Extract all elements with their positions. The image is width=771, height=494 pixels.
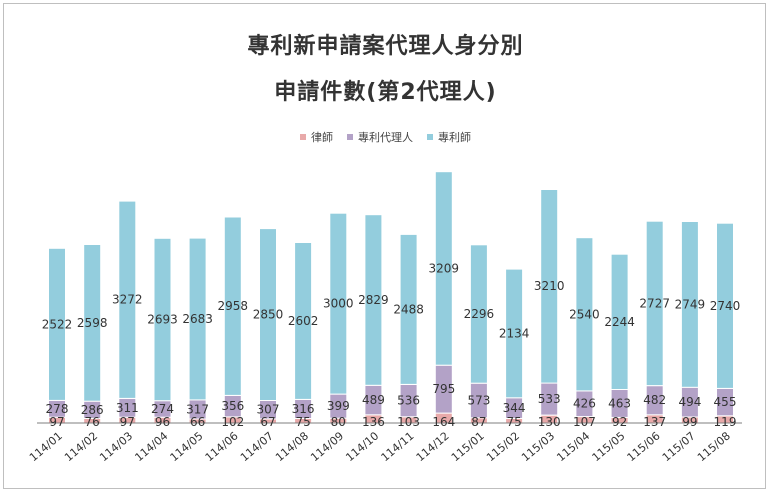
data-label-lawyer-114-06: 102 xyxy=(221,415,244,429)
x-tick-label-115-05: 115/05 xyxy=(590,429,628,464)
data-label-patent-attorney-114-02: 2598 xyxy=(77,316,108,330)
x-tick-label-114-10: 114/10 xyxy=(343,429,381,464)
data-label-patent-attorney-114-05: 2683 xyxy=(182,312,213,326)
data-label-patent-attorney-115-06: 2727 xyxy=(639,297,670,311)
x-tick-label-114-03: 114/03 xyxy=(97,429,135,464)
data-label-lawyer-114-05: 66 xyxy=(190,415,205,429)
x-tick-label-114-02: 114/02 xyxy=(62,429,100,464)
data-label-patent-attorney-115-01: 2296 xyxy=(464,307,495,321)
data-label-lawyer-114-03: 97 xyxy=(120,415,135,429)
x-tick-label-115-04: 115/04 xyxy=(554,429,592,464)
data-label-patent-agent-114-05: 317 xyxy=(186,403,209,417)
data-label-lawyer-114-12: 164 xyxy=(432,415,455,429)
data-label-patent-agent-115-03: 533 xyxy=(538,392,561,406)
data-label-patent-agent-114-09: 399 xyxy=(327,399,350,413)
data-label-lawyer-114-10: 136 xyxy=(362,415,385,429)
data-label-patent-attorney-115-07: 2749 xyxy=(675,297,706,311)
data-label-patent-agent-115-04: 426 xyxy=(573,397,596,411)
data-label-patent-agent-114-02: 286 xyxy=(81,403,104,417)
data-label-patent-agent-115-07: 494 xyxy=(678,395,701,409)
data-label-lawyer-114-04: 96 xyxy=(155,415,170,429)
x-tick-label-115-03: 115/03 xyxy=(519,429,557,464)
x-tick-label-114-08: 114/08 xyxy=(273,429,311,464)
data-label-patent-attorney-115-03: 3210 xyxy=(534,279,565,293)
data-label-patent-attorney-114-03: 3272 xyxy=(112,293,143,307)
data-label-lawyer-114-01: 97 xyxy=(49,415,64,429)
x-tick-label-114-09: 114/09 xyxy=(308,429,346,464)
data-label-lawyer-115-04: 107 xyxy=(573,415,596,429)
x-tick-label-114-07: 114/07 xyxy=(238,429,276,464)
x-tick-label-115-08: 115/08 xyxy=(695,429,733,464)
data-label-patent-agent-114-10: 489 xyxy=(362,393,385,407)
data-label-lawyer-115-06: 137 xyxy=(643,415,666,429)
x-tick-label-114-12: 114/12 xyxy=(414,429,452,464)
data-label-patent-attorney-114-10: 2829 xyxy=(358,293,389,307)
data-label-lawyer-115-05: 92 xyxy=(612,415,627,429)
x-tick-label-114-01: 114/01 xyxy=(27,429,65,464)
data-label-patent-agent-114-11: 536 xyxy=(397,394,420,408)
data-label-lawyer-115-03: 130 xyxy=(538,415,561,429)
data-label-patent-agent-115-05: 463 xyxy=(608,397,631,411)
x-tick-label-115-01: 115/01 xyxy=(449,429,487,464)
data-label-lawyer-114-09: 80 xyxy=(331,415,346,429)
data-label-patent-attorney-114-12: 3209 xyxy=(429,261,460,275)
data-label-lawyer-114-07: 67 xyxy=(260,415,275,429)
x-tick-label-115-06: 115/06 xyxy=(625,429,663,464)
data-label-lawyer-114-11: 103 xyxy=(397,415,420,429)
x-tick-label-114-05: 114/05 xyxy=(168,429,206,464)
data-label-lawyer-115-08: 119 xyxy=(714,415,737,429)
x-tick-label-114-06: 114/06 xyxy=(203,429,241,464)
x-tick-label-114-11: 114/11 xyxy=(379,429,417,464)
data-label-patent-attorney-115-05: 2244 xyxy=(604,315,635,329)
data-label-lawyer-114-08: 75 xyxy=(295,415,310,429)
data-label-lawyer-115-02: 75 xyxy=(506,415,521,429)
x-tick-label-114-04: 114/04 xyxy=(132,429,170,464)
data-label-patent-attorney-114-11: 2488 xyxy=(393,303,424,317)
data-label-patent-agent-114-08: 316 xyxy=(292,402,315,416)
data-label-patent-agent-114-07: 307 xyxy=(257,403,280,417)
data-label-lawyer-115-01: 87 xyxy=(471,415,486,429)
data-label-lawyer-114-02: 76 xyxy=(85,415,100,429)
data-label-patent-agent-115-06: 482 xyxy=(643,393,666,407)
data-label-patent-agent-114-06: 356 xyxy=(221,399,244,413)
data-label-patent-agent-114-12: 795 xyxy=(432,382,455,396)
data-label-patent-attorney-115-02: 2134 xyxy=(499,326,530,340)
data-label-patent-agent-114-03: 311 xyxy=(116,401,139,415)
data-label-patent-agent-114-01: 278 xyxy=(46,402,69,416)
data-label-lawyer-115-07: 99 xyxy=(682,415,697,429)
data-label-patent-attorney-114-01: 2522 xyxy=(42,317,73,331)
data-label-patent-attorney-114-07: 2850 xyxy=(253,308,284,322)
x-tick-label-115-07: 115/07 xyxy=(660,429,698,464)
x-tick-label-115-02: 115/02 xyxy=(484,429,522,464)
data-label-patent-agent-115-08: 455 xyxy=(714,395,737,409)
data-label-patent-attorney-114-08: 2602 xyxy=(288,314,319,328)
data-label-patent-attorney-114-09: 3000 xyxy=(323,297,354,311)
data-label-patent-attorney-115-08: 2740 xyxy=(710,299,741,313)
data-label-patent-agent-115-02: 344 xyxy=(503,401,526,415)
data-label-patent-attorney-114-04: 2693 xyxy=(147,313,178,327)
data-label-patent-attorney-114-06: 2958 xyxy=(218,299,249,313)
data-label-patent-agent-114-04: 274 xyxy=(151,402,174,416)
data-label-patent-attorney-115-04: 2540 xyxy=(569,307,600,321)
data-label-patent-agent-115-01: 573 xyxy=(467,394,490,408)
